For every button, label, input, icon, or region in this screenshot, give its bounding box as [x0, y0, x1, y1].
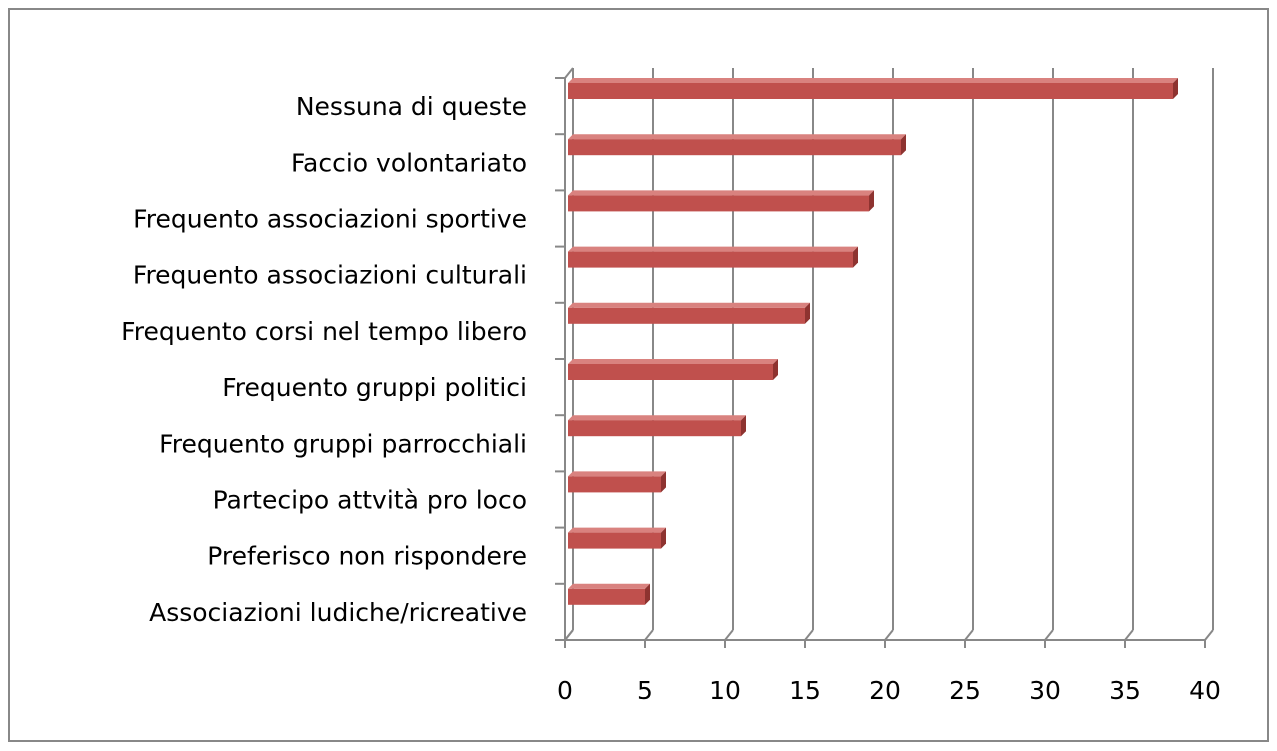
bar [568, 364, 773, 380]
x-tick-label: 25 [949, 676, 981, 705]
y-tick-label: Nessuna di queste [296, 92, 527, 121]
bar-top [568, 246, 858, 252]
x-tick-label: 15 [789, 676, 821, 705]
bar [568, 195, 869, 212]
x-tick-label: 5 [637, 676, 653, 705]
grid-line [804, 629, 814, 641]
x-tick-label: 0 [557, 676, 573, 705]
x-tick-label: 20 [869, 676, 901, 705]
bar-top [568, 78, 1178, 83]
x-tick-label: 40 [1189, 676, 1221, 705]
bar-top [568, 415, 746, 421]
bar [568, 476, 661, 493]
grid-line [724, 629, 734, 641]
bar-top [568, 583, 650, 589]
bar-top [568, 302, 810, 308]
bar-end [661, 527, 666, 549]
bar-end [741, 415, 746, 437]
bar-end [853, 246, 858, 268]
y-tick-label: Frequento associazioni culturali [133, 261, 527, 290]
x-tick-label: 30 [1029, 676, 1061, 705]
y-tick-label: Partecipo attvità pro loco [213, 486, 527, 515]
grid-line [564, 629, 574, 641]
bar [568, 251, 853, 268]
bar-top [568, 134, 906, 140]
y-tick-label: Associazioni ludiche/ricreative [149, 598, 527, 627]
bar-end [1173, 78, 1178, 99]
bar-end [661, 471, 666, 493]
axis-line [564, 67, 574, 79]
bar [568, 83, 1173, 99]
bar-top [568, 190, 874, 196]
y-tick-label: Preferisco non rispondere [207, 542, 527, 571]
grid-line [1044, 629, 1054, 641]
bar-end [773, 359, 778, 380]
bar-end [901, 134, 906, 156]
y-tick-label: Frequento gruppi parrocchiali [159, 429, 527, 458]
bar-top [568, 359, 778, 364]
bar-end [645, 583, 650, 605]
y-tick-label: Frequento gruppi politici [222, 373, 527, 402]
y-tick-label: Faccio volontariato [291, 148, 527, 177]
grid-line [884, 629, 894, 641]
bar [568, 139, 901, 156]
bar-top [568, 527, 666, 533]
grid-line [1204, 629, 1214, 641]
bar [568, 307, 805, 324]
bar [568, 420, 741, 437]
y-tick-label: Frequento corsi nel tempo libero [121, 317, 527, 346]
grid-line [1124, 629, 1134, 641]
x-tick-label: 35 [1109, 676, 1141, 705]
grid-line [964, 629, 974, 641]
bar-end [869, 190, 874, 212]
y-tick-label: Frequento associazioni sportive [133, 205, 527, 234]
bar [568, 588, 645, 605]
bar [568, 532, 661, 549]
bar-end [805, 302, 810, 324]
x-tick-label: 10 [709, 676, 741, 705]
bar-top [568, 471, 666, 477]
grid-line [644, 629, 654, 641]
